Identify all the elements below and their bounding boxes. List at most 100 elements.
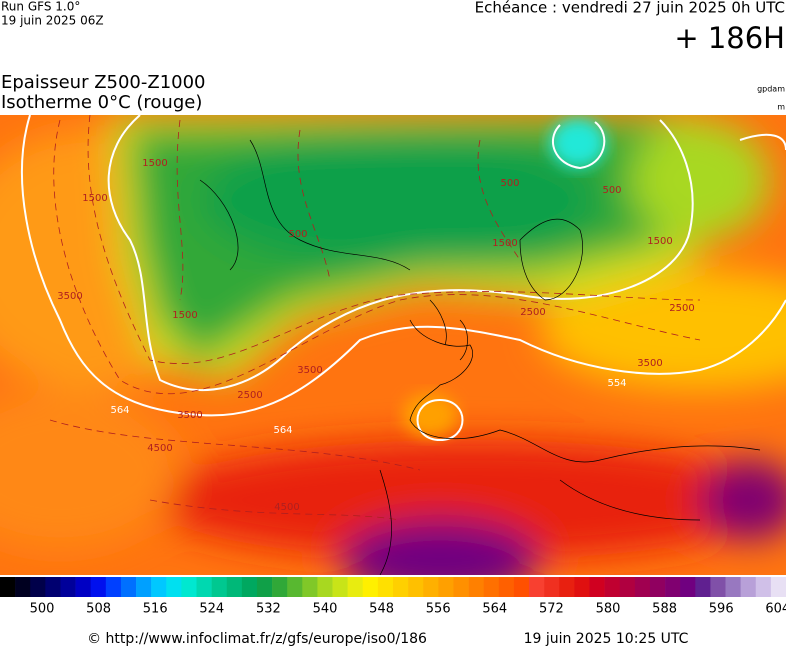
colorbar-cell — [574, 577, 590, 597]
contour-label: 2500 — [520, 307, 545, 318]
colorbar-cell — [211, 577, 228, 597]
contour-label: 564 — [110, 405, 129, 416]
colorbar-cell — [468, 577, 484, 597]
contour-label: 500 — [500, 178, 519, 189]
colorbar-cell — [498, 577, 515, 597]
contour-label: 3500 — [637, 358, 662, 369]
colorbar-cell — [680, 577, 696, 597]
colorbar-cell — [589, 577, 605, 597]
contour-label: 564 — [273, 425, 292, 436]
colorbar-cell — [619, 577, 636, 597]
colorbar-cell — [287, 577, 303, 597]
colorbar-cell — [120, 577, 137, 597]
contour-label: 1500 — [142, 158, 167, 169]
contour-label: 4500 — [274, 502, 299, 513]
colorbar-cell — [15, 577, 31, 597]
contour-label: 500 — [288, 229, 307, 240]
map-title: Epaisseur Z500-Z1000 — [1, 72, 206, 93]
contour-label: 1500 — [172, 310, 197, 321]
colorbar-label: 548 — [369, 602, 394, 617]
colorbar-cell — [105, 577, 122, 597]
colorbar-cell — [513, 577, 530, 597]
colorbar-label: 556 — [426, 602, 451, 617]
colorbar-cell — [151, 577, 167, 597]
colorbar-label: 540 — [313, 602, 338, 617]
colorbar-label: 500 — [30, 602, 55, 617]
contour-label: 3500 — [297, 365, 322, 376]
colorbar-label: 524 — [199, 602, 224, 617]
unit-label: m — [777, 103, 785, 112]
colorbar-cell — [423, 577, 439, 597]
colorbar-cell — [649, 577, 666, 597]
colorbar-cell — [241, 577, 258, 597]
colorbar-cell — [453, 577, 469, 597]
colorbar-label: 604 — [765, 602, 786, 617]
colorbar-cell — [559, 577, 575, 597]
colorbar-cell — [0, 577, 16, 597]
colorbar-cell — [710, 577, 726, 597]
colorbar-label: 532 — [256, 602, 281, 617]
map-subtitle: Isotherme 0°C (rouge) — [1, 92, 202, 113]
colorbar-label: 588 — [652, 602, 677, 617]
contour-label: 1500 — [647, 236, 672, 247]
colorbar-cell — [362, 577, 379, 597]
colorbar-cell — [75, 577, 91, 597]
colorbar-cell — [770, 577, 786, 597]
colorbar-cell — [136, 577, 152, 597]
contour-label: 554 — [607, 378, 626, 389]
colorbar-cell — [695, 577, 711, 597]
contour-label: 1500 — [492, 238, 517, 249]
colorbar-cell — [393, 577, 409, 597]
colorbar-label: 596 — [709, 602, 734, 617]
colorbar-label: 564 — [482, 602, 507, 617]
map — [0, 115, 786, 575]
colorbar-label: 508 — [86, 602, 111, 617]
colorbar-cell — [196, 577, 212, 597]
colorbar-cell — [529, 577, 545, 597]
colorbar-cell — [483, 577, 500, 597]
contour-label: 1500 — [82, 193, 107, 204]
contour-label: 3500 — [177, 410, 202, 421]
contour-label: 2500 — [669, 303, 694, 314]
colorbar-cell — [332, 577, 348, 597]
colorbar-cell — [604, 577, 621, 597]
colorbar-cell — [317, 577, 333, 597]
lead-time: + 186H — [674, 21, 785, 55]
colorbar-cell — [665, 577, 681, 597]
colorbar-cell — [45, 577, 61, 597]
colorbar-cell — [30, 577, 46, 597]
colorbar-cell — [272, 577, 288, 597]
colorbar-label: 516 — [143, 602, 168, 617]
colorbar-cell — [60, 577, 76, 597]
colorbar-label: 572 — [539, 602, 564, 617]
colorbar-cell — [256, 577, 273, 597]
colorbar-label: 580 — [596, 602, 621, 617]
colorbar-cell — [166, 577, 182, 597]
colorbar-cell — [408, 577, 424, 597]
run-date: 19 juin 2025 06Z — [1, 14, 104, 28]
source-url: © http://www.infoclimat.fr/z/gfs/europe/… — [87, 631, 427, 647]
unit-label: gpdam — [757, 85, 785, 94]
run-label: Run GFS 1.0° — [1, 0, 80, 14]
colorbar-cell — [302, 577, 318, 597]
colorbar-cell — [90, 577, 107, 597]
valid-time: Echéance : vendredi 27 juin 2025 0h UTC — [475, 0, 785, 17]
colorbar-cell — [725, 577, 741, 597]
colorbar-cell — [438, 577, 454, 597]
contour-label: 4500 — [147, 443, 172, 454]
colorbar-cell — [377, 577, 394, 597]
contour-labels: 1500 1500 500 500 1500 2500 3500 3500 564 564 554 4… — [57, 158, 694, 513]
colorbar-cell — [740, 577, 757, 597]
colorbar-cell — [755, 577, 772, 597]
colorbar-cell — [181, 577, 197, 597]
colorbar-cell — [634, 577, 651, 597]
colorbar-cell — [347, 577, 364, 597]
colorbar: 500 508 516 524 532 540 548 556 564 572 580 588 596 6… — [0, 577, 786, 617]
contour-label: 2500 — [237, 390, 262, 401]
colorbar-cell — [544, 577, 560, 597]
contour-label: 3500 — [57, 291, 82, 302]
colorbar-cell — [226, 577, 243, 597]
contour-label: 500 — [602, 185, 621, 196]
